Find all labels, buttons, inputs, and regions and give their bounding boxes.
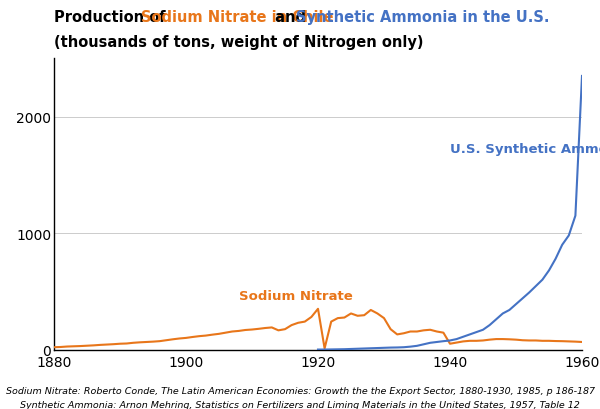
Text: Synthetic Ammonia: Arnon Mehring, Statistics on Fertilizers and Liming Materials: Synthetic Ammonia: Arnon Mehring, Statis… [20, 400, 580, 409]
Text: Sodium Nitrate in Chile: Sodium Nitrate in Chile [141, 10, 334, 25]
Text: Synthetic Ammonia in the U.S.: Synthetic Ammonia in the U.S. [296, 10, 550, 25]
Text: Production of: Production of [54, 10, 171, 25]
Text: and: and [270, 10, 311, 25]
Text: U.S. Synthetic Ammonia: U.S. Synthetic Ammonia [450, 142, 600, 155]
Text: (thousands of tons, weight of Nitrogen only): (thousands of tons, weight of Nitrogen o… [54, 35, 424, 50]
Text: Sodium Nitrate: Sodium Nitrate [239, 290, 353, 303]
Text: Sodium Nitrate: Roberto Conde, The Latin American Economies: Growth the the Expo: Sodium Nitrate: Roberto Conde, The Latin… [5, 387, 595, 396]
